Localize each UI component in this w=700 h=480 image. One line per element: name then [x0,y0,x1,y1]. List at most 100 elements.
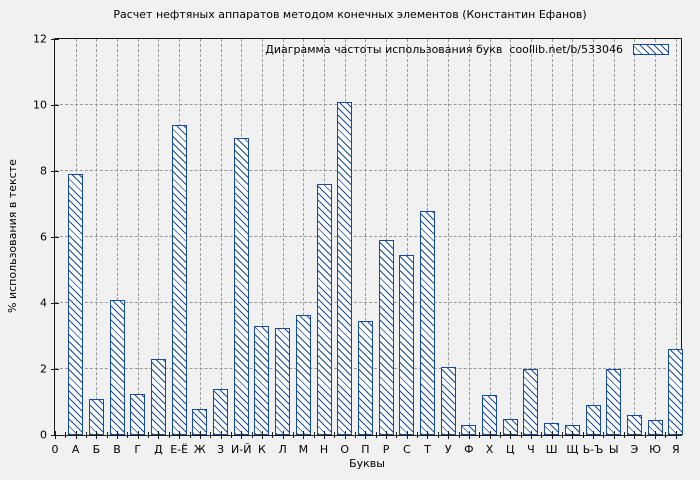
x-tick [613,431,615,439]
x-minor-tick [479,432,481,438]
x-tick [158,431,160,439]
y-tick [51,435,59,436]
x-minor-tick [251,432,253,438]
x-tick-label: О [340,443,350,456]
x-tick-label: Е-Ё [170,443,189,456]
y-tick-label: 12 [33,32,47,46]
chart-title: Расчет нефтяных аппаратов методом конечн… [113,8,587,21]
gridline-horizontal [55,302,681,304]
x-tick [572,431,574,439]
x-tick [468,431,470,439]
x-minor-tick [541,432,543,438]
x-tick-label: А [71,443,80,456]
x-tick-label: И-Й [231,443,252,456]
gridline-vertical [406,39,408,435]
x-tick-label: Х [485,443,494,456]
x-minor-tick [127,432,129,438]
bar-И-Й [233,138,249,435]
bar-В [109,299,125,435]
x-tick [199,431,201,439]
x-tick-label: Щ [566,443,579,456]
y-axis-label: % использования в тексте [6,159,19,313]
bar-О [337,101,353,435]
bar-Х [482,395,498,435]
x-tick [675,431,677,439]
x-tick [179,431,181,439]
x-minor-tick [230,432,232,438]
x-tick [117,431,119,439]
bar-З [213,388,229,435]
x-minor-tick [355,432,357,438]
bar-Ч [523,369,539,435]
bar-А [68,174,84,435]
x-minor-tick [499,432,501,438]
x-tick-label: Ю [649,443,662,456]
x-tick-label: М [298,443,309,456]
x-tick-label: У [444,443,452,456]
x-minor-tick [313,432,315,438]
bar-М [295,314,311,435]
x-tick-label: Ь-Ъ [582,443,604,456]
bar-Л [275,327,291,435]
gridline-vertical [386,39,388,435]
x-minor-tick [582,432,584,438]
x-tick [303,431,305,439]
x-tick-label: Ш [545,443,558,456]
x-tick [593,431,595,439]
bar-Ь-Ъ [585,405,601,435]
legend-label: Диаграмма частоты использования букв coo… [265,43,623,56]
gridline-vertical [613,39,615,435]
gridline-vertical [655,39,657,435]
gridline-vertical [593,39,595,435]
y-tick-label: 2 [40,362,47,376]
bar-С [399,255,415,435]
x-tick [386,431,388,439]
bar-Е-Ё [171,124,187,435]
y-tick [51,170,59,172]
y-tick [51,39,59,40]
gridline-vertical [468,39,470,435]
y-tick-label: 4 [40,296,47,310]
gridline-vertical [448,39,450,435]
gridline-horizontal [55,104,681,105]
x-tick-label: Ы [608,443,619,456]
x-tick-label: З [217,443,225,456]
x-minor-tick [417,432,419,438]
gridline-vertical [158,39,160,435]
x-minor-tick [520,432,522,438]
x-minor-tick [86,432,88,438]
x-tick [137,431,139,439]
y-tick-label: 6 [40,230,47,244]
x-tick [551,431,553,439]
y-tick-label: 8 [40,164,47,178]
x-tick [406,431,408,439]
x-tick [510,431,512,439]
bar-Ж [192,408,208,435]
x-tick [427,431,429,439]
x-tick-label: П [361,443,370,456]
x-tick [261,431,263,439]
x-minor-tick [396,432,398,438]
x-minor-tick [65,432,67,438]
x-minor-tick [437,432,439,438]
x-tick [448,431,450,439]
x-tick-label: В [113,443,121,456]
gridline-vertical [96,39,98,435]
x-tick [220,431,222,439]
x-tick-label: Г [134,443,142,456]
x-tick-label: Ч [527,443,535,456]
gridline-vertical [365,39,367,435]
x-tick-label: Ж [193,443,206,456]
x-origin-tick-label: 0 [51,443,59,456]
bar-К [254,326,270,435]
x-minor-tick [106,432,108,438]
x-tick-label: Я [671,443,680,456]
bar-Н [316,184,332,435]
gridline-vertical [634,39,636,435]
gridline-vertical [261,39,263,435]
x-minor-tick [665,432,667,438]
x-tick-label: Ц [505,443,515,456]
bar-Г [130,393,146,435]
x-minor-tick [644,432,646,438]
